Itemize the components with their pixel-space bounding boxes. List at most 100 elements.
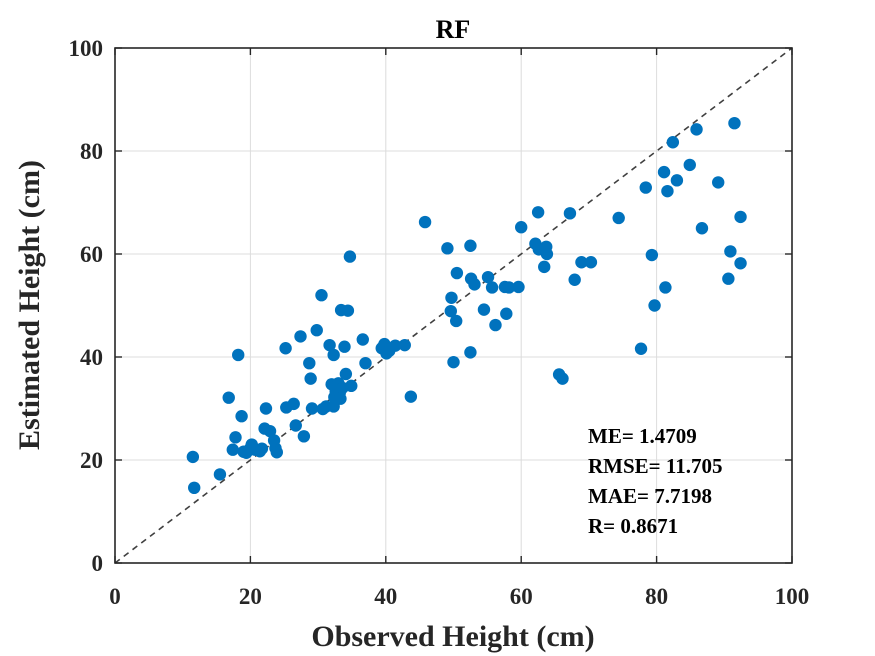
- stat-me: ME= 1.4709: [588, 424, 697, 448]
- data-point: [538, 260, 551, 274]
- data-point: [477, 303, 491, 316]
- x-axis-label: Observed Height (cm): [311, 620, 594, 653]
- one-to-one-reference-line: [114, 47, 793, 564]
- data-point: [444, 304, 457, 318]
- data-point: [670, 174, 684, 187]
- data-point: [712, 176, 725, 189]
- data-point: [468, 278, 481, 291]
- data-point: [232, 348, 245, 362]
- data-point: [188, 481, 201, 495]
- data-point: [343, 250, 357, 263]
- y-tick-label: 80: [80, 139, 103, 164]
- data-point: [418, 215, 432, 229]
- data-point: [690, 123, 703, 136]
- data-point: [659, 281, 672, 294]
- data-point: [648, 299, 661, 312]
- chart-title: RF: [436, 15, 471, 44]
- data-point: [500, 307, 513, 320]
- data-point: [447, 355, 460, 369]
- data-point: [540, 247, 554, 261]
- data-point: [226, 443, 239, 456]
- stat-r: R= 0.8671: [588, 514, 678, 538]
- data-point: [303, 356, 316, 370]
- y-axis-label: Estimated Height (cm): [13, 160, 46, 450]
- data-point: [734, 257, 747, 270]
- data-point: [323, 338, 336, 352]
- x-tick-label: 20: [239, 584, 262, 609]
- y-tick-label: 60: [80, 242, 103, 267]
- data-point: [356, 333, 369, 346]
- data-point: [512, 280, 525, 294]
- data-point: [270, 446, 284, 459]
- data-point: [502, 281, 516, 294]
- data-point: [612, 211, 625, 225]
- data-point: [556, 372, 569, 385]
- data-point: [345, 379, 358, 393]
- data-points: [186, 116, 747, 495]
- data-point: [683, 158, 696, 172]
- data-point: [485, 281, 499, 294]
- data-point: [728, 116, 741, 130]
- data-point: [359, 356, 372, 370]
- data-point: [568, 273, 581, 286]
- data-point: [634, 342, 648, 355]
- y-tick-label: 40: [80, 345, 103, 370]
- data-point: [584, 256, 598, 269]
- x-tick-label: 80: [645, 584, 668, 609]
- data-point: [531, 206, 545, 219]
- data-point: [464, 239, 477, 252]
- data-point: [305, 402, 319, 415]
- data-point: [389, 339, 402, 352]
- y-tick-labels: 0 20 40 60 80 100: [69, 36, 104, 576]
- data-point: [304, 372, 317, 385]
- data-point: [289, 419, 302, 432]
- data-point: [255, 442, 269, 455]
- statistics-annotation: ME= 1.4709 RMSE= 11.705 MAE= 7.7198 R= 0…: [588, 424, 722, 538]
- data-point: [279, 342, 292, 355]
- data-point: [464, 346, 477, 359]
- y-tick-label: 20: [80, 448, 103, 473]
- data-point: [734, 210, 747, 224]
- data-point: [235, 410, 248, 423]
- data-point: [657, 165, 671, 179]
- y-tick-label: 0: [92, 551, 104, 576]
- data-point: [222, 391, 235, 404]
- data-point: [398, 338, 411, 352]
- data-point: [575, 256, 588, 269]
- data-point: [450, 314, 463, 328]
- data-point: [515, 221, 528, 234]
- data-point: [287, 397, 300, 411]
- axis-ticks: [114, 47, 793, 564]
- data-point: [695, 222, 709, 235]
- y-tick-label: 100: [69, 36, 104, 61]
- data-point: [263, 424, 277, 438]
- data-point: [339, 367, 353, 381]
- data-point: [645, 248, 659, 262]
- data-point: [186, 450, 200, 464]
- data-point: [724, 245, 737, 258]
- x-tick-label: 100: [775, 584, 810, 609]
- x-tick-label: 40: [374, 584, 397, 609]
- data-point: [229, 431, 242, 444]
- data-point: [639, 181, 652, 194]
- data-point: [297, 430, 311, 443]
- stat-rmse: RMSE= 11.705: [588, 454, 722, 478]
- data-point: [441, 242, 454, 255]
- data-point: [213, 468, 227, 481]
- data-point: [334, 392, 347, 405]
- data-point: [661, 184, 674, 198]
- data-point: [404, 390, 418, 403]
- data-point: [341, 304, 355, 317]
- data-point: [259, 402, 273, 415]
- data-point: [666, 136, 680, 149]
- data-point: [481, 270, 495, 284]
- x-tick-label: 60: [510, 584, 533, 609]
- data-point: [294, 330, 307, 343]
- data-point: [722, 272, 735, 285]
- x-tick-label: 0: [109, 584, 121, 609]
- data-point: [327, 348, 340, 362]
- data-point: [450, 266, 464, 280]
- data-point: [338, 340, 351, 353]
- data-point: [563, 207, 577, 220]
